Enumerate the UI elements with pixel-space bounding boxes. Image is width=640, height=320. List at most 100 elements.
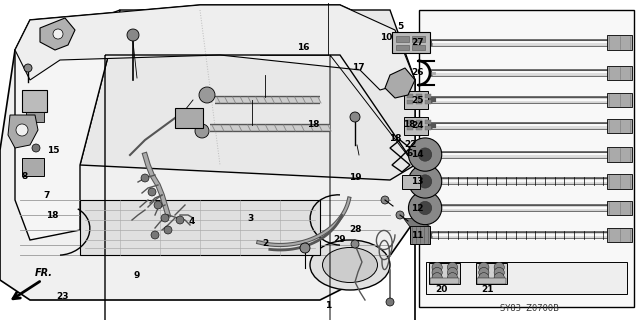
Bar xyxy=(26,112,44,122)
Text: 19: 19 xyxy=(349,173,362,182)
Bar xyxy=(607,174,632,189)
Text: 4: 4 xyxy=(189,217,195,226)
Bar xyxy=(425,94,431,98)
Bar xyxy=(80,200,320,255)
Polygon shape xyxy=(80,10,415,180)
Circle shape xyxy=(494,273,504,283)
Bar xyxy=(477,278,506,284)
Bar xyxy=(175,108,203,128)
Text: 8: 8 xyxy=(21,172,28,181)
Bar xyxy=(22,90,47,112)
Circle shape xyxy=(32,144,40,152)
Polygon shape xyxy=(40,18,75,50)
Text: 7: 7 xyxy=(44,191,50,200)
Circle shape xyxy=(53,29,63,39)
Bar xyxy=(407,126,413,130)
Circle shape xyxy=(494,262,504,273)
Circle shape xyxy=(148,188,156,196)
Text: 28: 28 xyxy=(349,225,362,234)
Bar xyxy=(419,10,634,307)
Bar xyxy=(22,158,44,176)
Bar xyxy=(396,44,409,51)
Ellipse shape xyxy=(323,247,378,283)
Circle shape xyxy=(351,240,359,248)
Circle shape xyxy=(381,196,389,204)
Circle shape xyxy=(447,268,458,278)
Polygon shape xyxy=(385,68,415,98)
Text: 18: 18 xyxy=(307,120,320,129)
Circle shape xyxy=(494,268,504,278)
Polygon shape xyxy=(8,115,38,148)
Text: 6: 6 xyxy=(406,149,413,158)
Text: SY83  Z0700B: SY83 Z0700B xyxy=(500,304,559,313)
Bar xyxy=(425,126,431,130)
Text: 16: 16 xyxy=(297,43,310,52)
Bar xyxy=(404,92,428,109)
Bar xyxy=(392,32,430,53)
Circle shape xyxy=(419,148,432,161)
Text: 17: 17 xyxy=(352,63,365,72)
Circle shape xyxy=(199,87,215,103)
Circle shape xyxy=(141,174,149,182)
Text: FR.: FR. xyxy=(35,268,53,278)
Circle shape xyxy=(408,191,442,225)
Circle shape xyxy=(164,226,172,234)
Circle shape xyxy=(154,201,162,209)
Circle shape xyxy=(396,211,404,219)
Text: 12: 12 xyxy=(411,204,424,212)
Text: 13: 13 xyxy=(411,177,424,186)
Polygon shape xyxy=(404,218,430,227)
Bar xyxy=(416,94,422,98)
Circle shape xyxy=(408,138,442,171)
Circle shape xyxy=(432,268,442,278)
Bar xyxy=(404,117,428,135)
Circle shape xyxy=(300,243,310,253)
Bar xyxy=(476,263,507,284)
Bar xyxy=(431,278,459,284)
Bar xyxy=(396,36,409,42)
Circle shape xyxy=(127,29,139,41)
Circle shape xyxy=(176,216,184,224)
Bar xyxy=(607,201,632,215)
Bar xyxy=(410,227,430,244)
Text: 2: 2 xyxy=(262,239,269,248)
Text: 22: 22 xyxy=(404,140,417,149)
Bar xyxy=(425,100,431,104)
Bar xyxy=(425,120,431,124)
Circle shape xyxy=(479,273,489,283)
Circle shape xyxy=(419,175,432,188)
Circle shape xyxy=(386,298,394,306)
Circle shape xyxy=(479,268,489,278)
Text: 5: 5 xyxy=(397,22,403,31)
Ellipse shape xyxy=(310,240,390,290)
Bar xyxy=(429,263,460,284)
Text: 10: 10 xyxy=(380,33,393,42)
Bar xyxy=(412,44,425,51)
Polygon shape xyxy=(0,5,415,300)
Bar xyxy=(607,66,632,80)
Bar xyxy=(416,100,422,104)
Circle shape xyxy=(350,112,360,122)
Circle shape xyxy=(195,124,209,138)
Circle shape xyxy=(432,262,442,273)
Circle shape xyxy=(479,262,489,273)
Bar xyxy=(412,36,425,42)
Text: 23: 23 xyxy=(56,292,69,301)
Circle shape xyxy=(161,214,169,222)
Bar xyxy=(416,120,422,124)
Text: 14: 14 xyxy=(411,150,424,159)
Text: 18: 18 xyxy=(46,211,59,220)
Bar xyxy=(607,119,632,133)
Bar xyxy=(407,120,413,124)
Text: 27: 27 xyxy=(411,38,424,47)
Text: 29: 29 xyxy=(333,235,346,244)
Circle shape xyxy=(151,231,159,239)
Text: 15: 15 xyxy=(47,146,60,155)
Bar xyxy=(402,175,420,189)
Text: 24: 24 xyxy=(411,121,424,130)
Bar xyxy=(607,148,632,162)
Text: 11: 11 xyxy=(411,231,424,240)
Circle shape xyxy=(16,124,28,136)
Text: 21: 21 xyxy=(481,285,494,294)
Circle shape xyxy=(447,262,458,273)
